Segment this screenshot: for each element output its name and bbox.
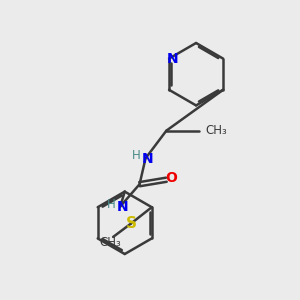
Text: H: H <box>106 198 115 211</box>
Text: O: O <box>165 171 177 185</box>
Text: H: H <box>132 149 140 162</box>
Text: N: N <box>142 152 154 166</box>
Text: CH₃: CH₃ <box>205 124 227 137</box>
Text: S: S <box>125 216 136 231</box>
Text: CH₃: CH₃ <box>99 236 121 249</box>
Text: N: N <box>117 200 128 214</box>
Text: N: N <box>167 52 178 66</box>
